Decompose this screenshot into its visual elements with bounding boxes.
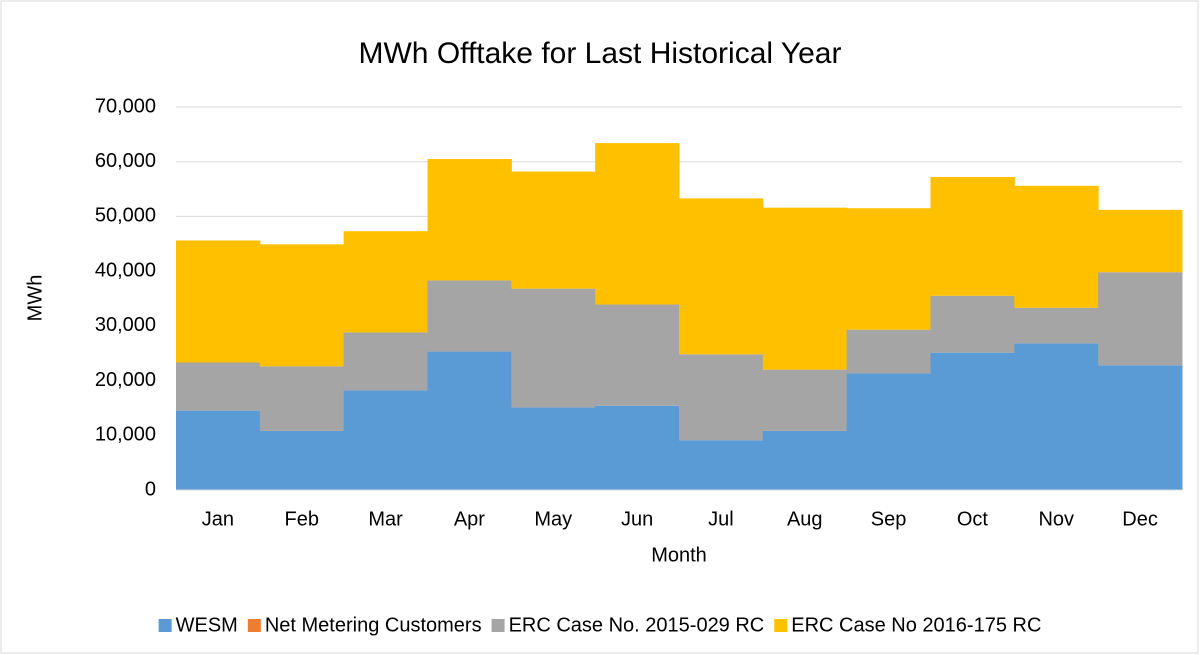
x-tick-label: Jan bbox=[202, 508, 234, 530]
x-tick-label: Feb bbox=[285, 508, 319, 530]
y-tick-label: 50,000 bbox=[95, 205, 156, 227]
bar-segment bbox=[679, 440, 764, 490]
y-tick-label: 10,000 bbox=[95, 424, 156, 446]
x-tick-label: Aug bbox=[787, 508, 823, 530]
bar-segment bbox=[595, 304, 680, 406]
bar-segment bbox=[259, 366, 345, 431]
bar-segment bbox=[511, 171, 596, 289]
bar-segment bbox=[427, 280, 512, 352]
y-tick-label: 60,000 bbox=[95, 150, 156, 172]
legend-swatch bbox=[491, 619, 505, 632]
bar-segment bbox=[1098, 209, 1183, 273]
bar-segment bbox=[762, 207, 848, 370]
bar-segment bbox=[427, 351, 512, 490]
legend-swatch bbox=[774, 619, 788, 632]
bar-segment bbox=[1014, 307, 1099, 344]
bar-segment bbox=[846, 329, 931, 374]
bar-segment bbox=[1098, 365, 1183, 490]
bar-segment bbox=[679, 354, 764, 441]
legend-swatch bbox=[158, 619, 172, 632]
x-tick-label: Oct bbox=[957, 508, 989, 530]
y-tick-label: 40,000 bbox=[95, 259, 156, 281]
x-axis-label: Month bbox=[651, 544, 707, 566]
bar-segment bbox=[846, 373, 931, 490]
bar-segment bbox=[1014, 343, 1099, 490]
bar-segment bbox=[427, 158, 512, 281]
chart-title: MWh Offtake for Last Historical Year bbox=[359, 37, 842, 70]
x-tick-label: Dec bbox=[1122, 508, 1158, 530]
x-tick-label: Jun bbox=[621, 508, 653, 530]
bar-segment bbox=[762, 369, 848, 431]
bar-segment bbox=[511, 288, 596, 408]
y-tick-label: 70,000 bbox=[95, 95, 156, 117]
bar-segment bbox=[176, 410, 261, 490]
bar-segment bbox=[930, 177, 1015, 296]
legend-label: ERC Case No. 2015-029 RC bbox=[509, 614, 765, 636]
bar-segment bbox=[511, 407, 596, 490]
bar-segment bbox=[762, 430, 848, 490]
bar-segment bbox=[176, 362, 261, 411]
y-tick-label: 30,000 bbox=[95, 314, 156, 336]
bar-segment bbox=[176, 240, 261, 363]
bar-segment bbox=[343, 332, 428, 391]
y-tick-label: 0 bbox=[145, 478, 156, 500]
bar-segment bbox=[1098, 272, 1183, 366]
x-tick-label: Apr bbox=[454, 508, 485, 530]
bar-segment bbox=[1014, 185, 1099, 308]
x-tick-label: May bbox=[534, 508, 572, 530]
bar-segment bbox=[259, 430, 345, 490]
x-tick-label: Sep bbox=[871, 508, 907, 530]
legend-swatch bbox=[247, 619, 261, 632]
legend-label: Net Metering Customers bbox=[265, 614, 482, 636]
bar-segment bbox=[343, 231, 428, 333]
bar-segment bbox=[343, 390, 428, 490]
bar-segment bbox=[595, 143, 680, 305]
legend-label: ERC Case No 2016-175 RC bbox=[791, 614, 1041, 636]
bar-segment bbox=[595, 405, 680, 490]
bar-segment bbox=[259, 244, 345, 367]
y-axis-label: MWh bbox=[24, 275, 46, 322]
bar-segment bbox=[679, 198, 764, 355]
legend-label: WESM bbox=[176, 614, 238, 636]
bar-segment bbox=[846, 208, 931, 330]
y-tick-label: 20,000 bbox=[95, 369, 156, 391]
x-tick-label: Mar bbox=[368, 508, 403, 530]
bar-segment bbox=[930, 352, 1015, 490]
x-tick-label: Jul bbox=[708, 508, 734, 530]
x-tick-label: Nov bbox=[1038, 508, 1074, 530]
bar-segment bbox=[930, 295, 1015, 353]
